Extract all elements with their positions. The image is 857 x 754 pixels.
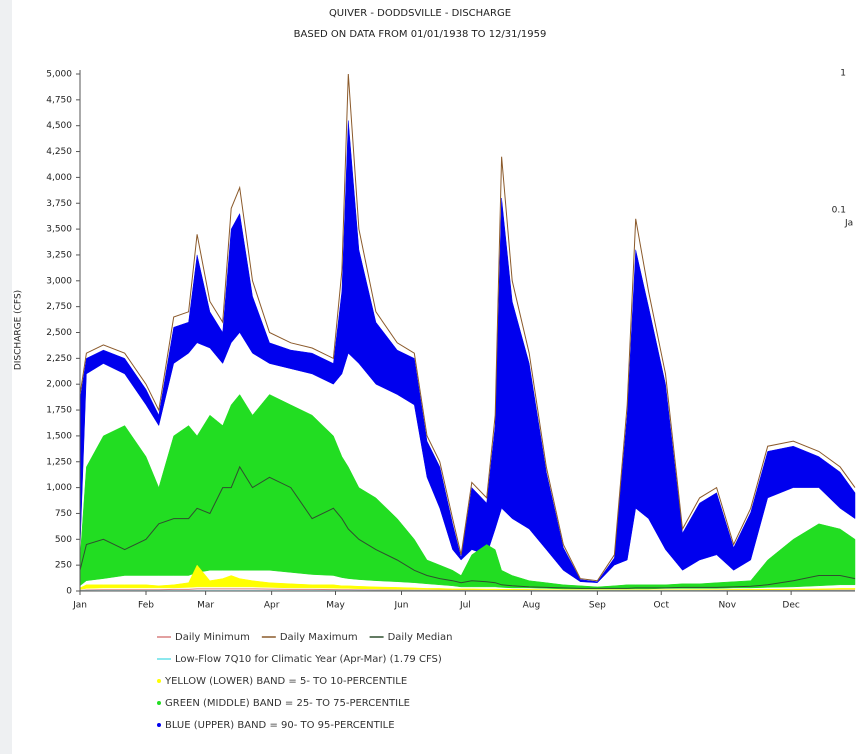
legend: Daily Minimum Daily Maximum Daily Median Lo… — [157, 632, 452, 731]
y-tick-label: 4,250 — [46, 147, 72, 157]
chart-subtitle: BASED ON DATA FROM 01/01/1938 TO 12/31/1… — [294, 29, 547, 40]
y-axis-label: DISCHARGE (CFS) — [14, 290, 24, 370]
overlay-axis-label: Ja — [844, 219, 853, 229]
y-tick-label: 4,000 — [46, 173, 72, 183]
x-tick-label: Feb — [138, 601, 154, 611]
y-tick-label: 5,000 — [46, 70, 72, 80]
x-tick-label: Jul — [459, 601, 471, 611]
legend-marker — [157, 679, 161, 683]
x-tick-label: Aug — [523, 601, 541, 611]
overlay-window: 1 0.1 Ja — [768, 0, 857, 422]
y-tick-label: 750 — [55, 509, 72, 519]
legend-label: Daily Minimum — [175, 632, 250, 643]
chart-title: QUIVER - DODDSVILLE - DISCHARGE — [329, 8, 511, 19]
band-area — [79, 120, 856, 583]
x-tick-label: Jan — [72, 601, 87, 611]
y-tick-label: 2,750 — [46, 302, 72, 312]
legend-label: Daily Median — [388, 632, 453, 643]
legend-marker — [157, 701, 161, 705]
overlay-panel — [768, 0, 857, 422]
legend-marker — [157, 723, 161, 727]
y-tick-label: 0 — [66, 587, 72, 597]
y-tick-label: 4,750 — [46, 95, 72, 105]
x-tick-label: May — [326, 601, 345, 611]
legend-label: BLUE (UPPER) BAND = 90- TO 95-PERCENTILE — [165, 720, 395, 731]
y-tick-label: 2,000 — [46, 380, 72, 390]
overlay-tick-label: 1 — [840, 69, 846, 79]
y-tick-label: 2,250 — [46, 354, 72, 364]
y-tick-label: 3,750 — [46, 199, 72, 209]
overlay-tick-label: 0.1 — [832, 206, 846, 216]
x-tick-label: Mar — [197, 601, 214, 611]
x-tick-label: Jun — [393, 601, 408, 611]
legend-label: GREEN (MIDDLE) BAND = 25- TO 75-PERCENTI… — [165, 698, 410, 709]
y-tick-label: 3,250 — [46, 250, 72, 260]
legend-label: Daily Maximum — [280, 632, 358, 643]
legend-label: YELLOW (LOWER) BAND = 5- TO 10-PERCENTIL… — [164, 676, 407, 687]
x-tick-label: Oct — [653, 601, 669, 611]
y-tick-label: 2,500 — [46, 328, 72, 338]
y-tick-label: 1,250 — [46, 457, 72, 467]
left-edge — [0, 0, 12, 754]
y-tick-label: 1,500 — [46, 431, 72, 441]
y-tick-label: 250 — [55, 561, 72, 571]
series-line — [79, 73, 856, 582]
x-tick-label: Nov — [718, 601, 736, 611]
plot-area: 0 250 500 750 1,000 1,250 1,500 1,750 2,000 2,250… — [46, 70, 856, 611]
band-area — [79, 564, 856, 591]
y-tick-label: 1,750 — [46, 406, 72, 416]
x-tick-label: Sep — [589, 601, 606, 611]
y-tick-label: 3,500 — [46, 225, 72, 235]
series-line — [79, 465, 856, 589]
band-area — [79, 394, 856, 590]
legend-label: Low-Flow 7Q10 for Climatic Year (Apr-Mar… — [175, 654, 442, 665]
y-tick-label: 500 — [55, 535, 72, 545]
x-tick-label: Dec — [782, 601, 799, 611]
y-tick-label: 4,500 — [46, 121, 72, 131]
x-tick-label: Apr — [264, 601, 280, 611]
y-tick-label: 1,000 — [46, 483, 72, 493]
y-tick-label: 3,000 — [46, 276, 72, 286]
